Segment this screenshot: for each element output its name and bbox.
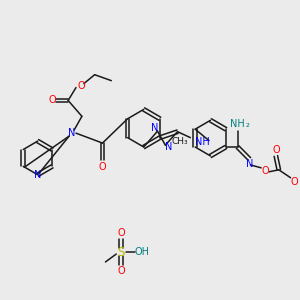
Text: O: O [117,228,125,238]
Text: O: O [272,145,280,155]
Text: OH: OH [134,247,149,257]
Text: ₂: ₂ [245,119,249,129]
Text: CH₃: CH₃ [172,136,188,146]
Text: S: S [118,245,125,259]
Text: O: O [261,166,269,176]
Text: O: O [117,266,125,276]
Text: O: O [99,162,106,172]
Text: NH: NH [195,136,209,147]
Text: N: N [151,123,158,133]
Text: O: O [77,81,85,91]
Text: N: N [246,159,253,169]
Text: O: O [49,95,56,106]
Text: O: O [291,177,298,187]
Text: N: N [165,142,172,152]
Text: NH: NH [230,119,245,129]
Text: N: N [68,128,76,138]
Text: N: N [34,170,41,180]
